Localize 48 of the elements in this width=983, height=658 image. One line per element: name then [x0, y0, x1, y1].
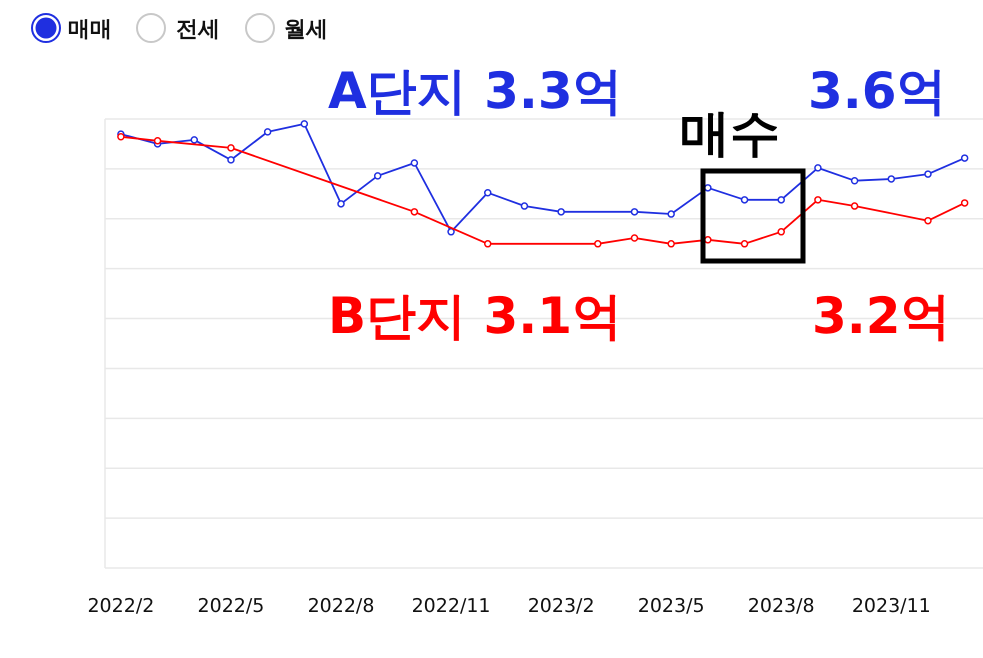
x-tick-label: 2023/11: [852, 595, 931, 617]
x-tick-label: 2023/8: [748, 595, 815, 617]
text: 전세: [176, 17, 220, 42]
point: [594, 240, 602, 248]
point: [850, 176, 858, 184]
point: [960, 199, 968, 207]
point: [960, 154, 968, 162]
point: [227, 156, 235, 164]
point: [410, 159, 418, 167]
point: [630, 234, 638, 242]
x-tick-label: 2023/2: [528, 595, 595, 617]
point: [447, 228, 455, 236]
point: [154, 137, 162, 145]
text: 매매: [68, 17, 112, 42]
annotation: B단지 3.1억: [328, 287, 622, 345]
text: 월세: [284, 17, 328, 42]
point: [924, 216, 932, 224]
point: [484, 188, 492, 196]
text: 3.6억: [808, 62, 947, 120]
point: [924, 170, 932, 178]
annotation: 3.2억: [812, 287, 951, 345]
point: [190, 136, 198, 144]
point: [227, 144, 235, 152]
point: [740, 240, 748, 248]
point: [667, 240, 675, 248]
x-tick-label: 2022/2: [87, 595, 154, 617]
point: [264, 128, 272, 136]
point: [667, 210, 675, 218]
point: [740, 196, 748, 204]
text: A단지 3.3억: [328, 62, 623, 120]
point: [520, 202, 528, 210]
point: [300, 120, 308, 128]
point: [484, 240, 492, 248]
point: [814, 164, 822, 172]
x-tick-label: 2022/5: [198, 595, 264, 617]
point: [337, 200, 345, 208]
x-tick-label: 2022/8: [308, 595, 374, 617]
x-tick-label: 2023/5: [638, 595, 705, 617]
point: [374, 172, 382, 180]
point: [850, 202, 858, 210]
point: [814, 196, 822, 204]
annotation: 매수: [680, 104, 780, 162]
x-tick-label: 2022/11: [412, 595, 491, 617]
point: [888, 175, 896, 183]
point: [777, 196, 785, 204]
point: [630, 208, 638, 216]
point: [777, 228, 785, 236]
point: [410, 208, 418, 216]
